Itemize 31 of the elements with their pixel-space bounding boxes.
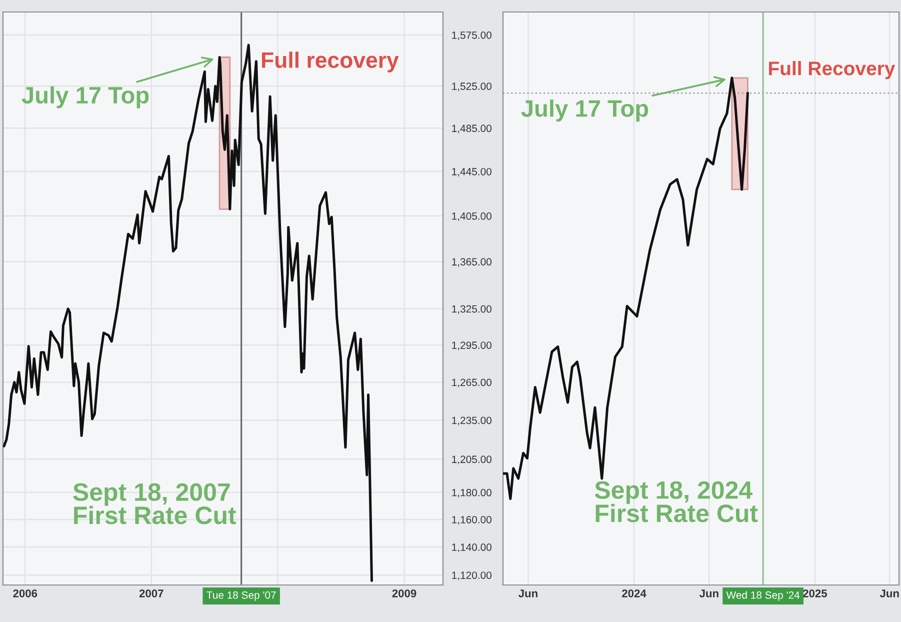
annotation: Full recovery [262,52,399,72]
x-tick-label: Jun [880,590,899,598]
y-tick-label: 1,405.00 [452,212,492,222]
y-tick-label: 1,325.00 [452,305,492,314]
y-tick-label: 1,485.00 [452,124,492,134]
annotation: Sept 18, 2007 First Rate Cut [73,483,236,524]
y-tick-label: 1,295.00 [452,342,492,350]
x-tick-label: 2007 [139,589,164,598]
x-tick-label: 2025 [802,589,828,598]
y-tick-label: 1,180.00 [452,488,492,498]
y-tick-label: 1,160.00 [452,516,492,525]
y-tick-label: 1,140.00 [452,544,492,552]
x-tick-label: 2009 [392,589,416,598]
ref-line-label: Wed 18 Sep '24 [726,591,800,601]
annotation: Full Recovery [769,61,896,80]
ref-line-label: Tue 18 Sep '07 [206,591,276,601]
y-tick-label: 1,365.00 [452,258,492,267]
y-tick-label: 1,575.00 [452,31,492,40]
annotation: Sept 18, 2024 First Rate Cut [594,481,758,522]
y-tick-label: 1,445.00 [452,168,492,177]
y-tick-label: 1,265.00 [452,378,492,388]
x-tick-label: 2024 [622,589,646,598]
x-tick-label: 2006 [13,589,38,598]
y-tick-label: 1,235.00 [452,416,492,426]
y-tick-label: 1,525.00 [452,82,492,92]
x-tick-label: Jun [699,590,718,598]
annotation: July 17 Top [22,86,149,108]
x-tick-label: Jun [518,590,538,598]
y-tick-label: 1,205.00 [452,456,492,464]
y-tick-label: 1,120.00 [452,572,492,580]
annotation: July 17 Top [521,100,648,122]
